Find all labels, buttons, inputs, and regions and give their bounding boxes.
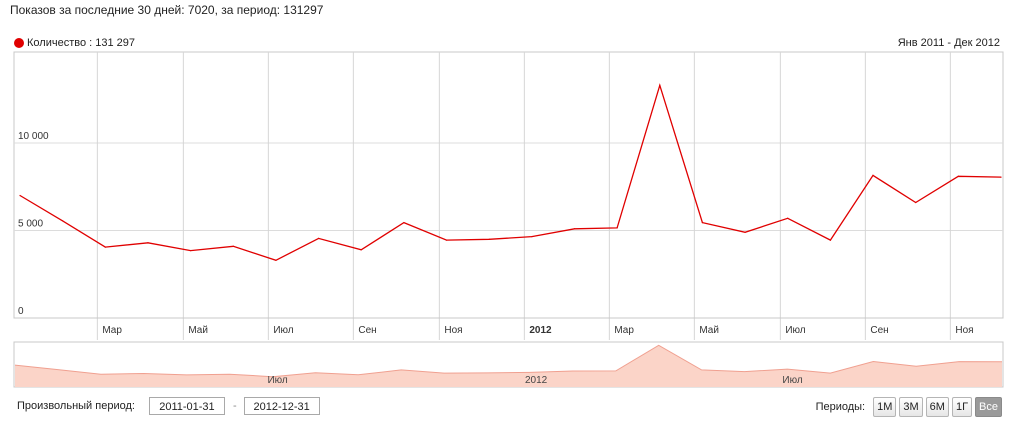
data-point xyxy=(659,84,661,86)
data-point xyxy=(829,239,831,241)
x-tick-label: 2012 xyxy=(529,325,552,336)
navigator-area-fill xyxy=(15,345,1002,387)
y-tick-label: 10 000 xyxy=(18,131,49,142)
period-button-6m[interactable]: 6М xyxy=(925,397,949,417)
plot-area xyxy=(13,51,1004,319)
x-tick-label: Сен xyxy=(358,325,376,336)
data-point xyxy=(573,228,576,230)
period-button-all[interactable]: Все xyxy=(975,397,1002,417)
end-date-input[interactable]: 2012-12-31 xyxy=(243,397,320,415)
x-tick-label: Мар xyxy=(102,325,122,336)
chart-legend[interactable]: Количество : 131 297 xyxy=(14,37,135,49)
x-tick-label: Июл xyxy=(785,325,805,336)
data-point xyxy=(445,239,448,241)
line-chart[interactable]: 0 5 000 10 000 Мар Май Июл Сен Ноя 2012 Мар Май Июл… xyxy=(0,0,1021,395)
x-tick-label: Ноя xyxy=(955,325,973,336)
x-tick-label: Май xyxy=(699,325,719,336)
x-tick-label: Май xyxy=(188,325,208,336)
y-tick-label: 0 xyxy=(18,306,24,317)
periods-label: Периоды: xyxy=(815,401,866,413)
period-button-1m[interactable]: 1М xyxy=(873,397,897,417)
start-date-input[interactable]: 2011-01-31 xyxy=(148,397,225,415)
data-point xyxy=(744,231,746,233)
legend-dot-icon xyxy=(14,38,24,48)
data-point xyxy=(616,227,618,229)
custom-period-label: Произвольный период: xyxy=(17,400,135,412)
data-point xyxy=(19,194,21,197)
data-point xyxy=(62,220,64,222)
y-tick-label: 5 000 xyxy=(18,219,43,230)
data-point xyxy=(317,237,320,239)
period-selector: Периоды: 1М 3М 6М 1Г Все xyxy=(816,397,1002,417)
legend-label: Количество : 131 297 xyxy=(27,37,136,49)
data-point xyxy=(957,175,959,177)
data-point xyxy=(488,238,490,240)
page-summary: Показов за последние 30 дней: 7020, за п… xyxy=(10,3,324,17)
custom-period-controls: Произвольный период: 2011-01-31 - 2012-1… xyxy=(17,397,320,415)
data-point xyxy=(531,236,533,238)
data-point xyxy=(232,245,234,247)
date-separator: - xyxy=(232,400,237,412)
data-point xyxy=(787,217,789,219)
data-point xyxy=(701,222,704,224)
data-point xyxy=(147,242,149,244)
series-line xyxy=(19,83,1002,262)
x-tick-label: Ноя xyxy=(444,325,462,336)
period-button-3m[interactable]: 3М xyxy=(899,397,923,417)
data-point xyxy=(1000,176,1002,178)
x-tick-label: Июл xyxy=(273,325,293,336)
data-point xyxy=(403,222,405,224)
data-point xyxy=(872,174,874,176)
data-point xyxy=(360,249,362,251)
navigator-label: Июл xyxy=(782,375,802,386)
navigator-label: Июл xyxy=(267,375,287,386)
data-point xyxy=(190,250,192,252)
date-range-label: Янв 2011 - Дек 2012 xyxy=(897,37,1000,49)
period-button-1y[interactable]: 1Г xyxy=(951,397,973,417)
navigator-label: 2012 xyxy=(525,375,548,386)
x-tick-label: Мар xyxy=(614,325,634,336)
data-point xyxy=(915,201,917,204)
x-tick-label: Сен xyxy=(870,325,888,336)
data-point xyxy=(104,246,106,248)
navigator-line xyxy=(14,344,1003,378)
data-point xyxy=(275,259,277,261)
